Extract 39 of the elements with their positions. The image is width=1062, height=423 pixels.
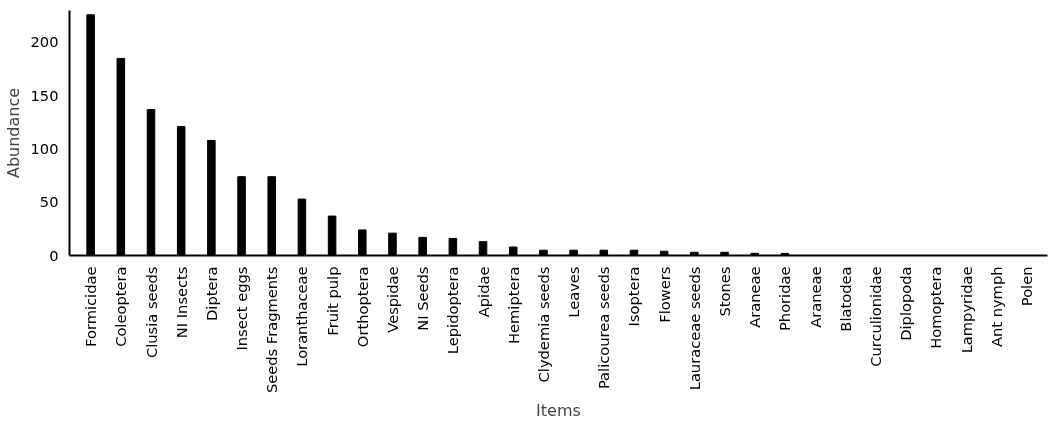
x-tick-label: Lampyridae <box>957 266 975 354</box>
x-tick-label: Araneae <box>806 266 824 328</box>
x-tick-label: Curculionidae <box>866 266 884 367</box>
x-tick-label: Araneae <box>746 266 764 328</box>
x-tick-label: Apidae <box>474 266 492 318</box>
x-tick-label: Polen <box>1017 266 1035 307</box>
x-tick-label: Loranthaceae <box>293 266 311 367</box>
x-tick-label: Diptera <box>202 266 220 321</box>
y-tick-label: 200 <box>30 33 59 51</box>
x-tick-label: Insect eggs <box>233 266 251 351</box>
x-tick-label: Vespidae <box>383 266 401 333</box>
y-axis-title: Abundance <box>3 87 23 179</box>
x-tick-label: Leaves <box>565 266 583 318</box>
y-tick-label: 50 <box>39 193 59 211</box>
x-tick-label: Fruit pulp <box>323 266 341 336</box>
x-tick-label: Stones <box>716 266 734 317</box>
x-tick-label: Coleoptera <box>112 266 130 347</box>
x-tick-label: Lepidoptera <box>444 266 462 355</box>
x-tick-label: Flowers <box>655 266 673 323</box>
x-tick-label: Clusia seeds <box>142 266 160 359</box>
x-tick-label: Orthoptera <box>353 266 371 348</box>
x-tick-label: Clydemia seeds <box>534 266 552 383</box>
x-tick-label: Homoptera <box>927 266 945 349</box>
x-tick-label: Palicourea seeds <box>595 266 613 390</box>
x-tick-label: Phoridae <box>776 266 794 331</box>
x-tick-label: Diplopoda <box>897 266 915 341</box>
x-tick-label: Ant nymph <box>987 266 1005 348</box>
x-axis-title: Items <box>536 401 581 421</box>
x-tick-label: Seeds Fragments <box>263 266 281 394</box>
x-tick-label: Lauraceae seeds <box>685 266 703 391</box>
y-tick-label: 150 <box>30 86 59 104</box>
x-tick-label: Isoptera <box>625 266 643 327</box>
x-tick-label: NI Seeds <box>414 266 432 331</box>
y-tick-label: 0 <box>49 246 59 264</box>
y-tick-label: 100 <box>30 139 59 157</box>
x-tick-label: NI Insects <box>172 266 190 339</box>
x-tick-label: Blatodea <box>836 266 854 332</box>
x-tick-label: Hemiptera <box>504 266 522 344</box>
x-tick-label: Formicidae <box>82 266 100 347</box>
